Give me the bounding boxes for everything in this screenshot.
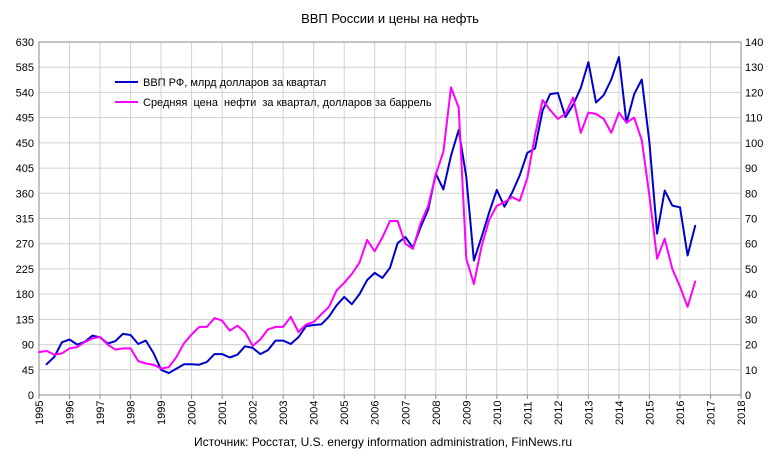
x-axis-tick-label: 1997 [95, 401, 107, 425]
right-axis-tick-label: 100 [745, 138, 763, 150]
left-axis-tick-label: 270 [16, 239, 34, 251]
x-axis-tick-label: 2010 [492, 401, 504, 425]
right-axis-tick-label: 120 [745, 87, 763, 99]
x-axis-tick-label: 2003 [278, 401, 290, 425]
x-axis-tick-label: 2006 [370, 401, 382, 425]
right-axis-tick-label: 90 [745, 163, 757, 175]
series-line-oil [38, 86, 697, 370]
x-axis-tick-label: 2008 [431, 401, 443, 425]
x-axis-tick-label: 2016 [675, 401, 687, 425]
chart-title: ВВП России и цены на нефть [301, 11, 479, 26]
x-axis-tick-label: 2011 [522, 401, 534, 425]
x-axis-tick-label: 2004 [309, 401, 321, 425]
series-layer [38, 56, 697, 375]
left-axis-tick-label: 540 [16, 87, 34, 99]
right-axis-tick-label: 10 [745, 365, 757, 377]
x-axis-tick-label: 2001 [217, 401, 229, 425]
left-axis-tick-label: 315 [16, 214, 34, 226]
legend-label-oil: Средняя цена нефти за квартал, долларов … [143, 97, 432, 109]
left-axis-tick-label: 495 [16, 113, 34, 125]
x-axis-tick-label: 2012 [553, 401, 565, 425]
left-axis-tick-label: 90 [22, 340, 34, 352]
x-axis-tick-label: 1998 [126, 401, 138, 425]
x-axis-tick-label: 2002 [248, 401, 260, 425]
right-axis-tick-label: 40 [745, 289, 757, 301]
left-axis-tick-label: 630 [16, 37, 34, 49]
legend-label-gdp: ВВП РФ, млрд долларов за квартал [143, 77, 326, 89]
right-axis-tick-label: 80 [745, 188, 757, 200]
source-note: Источник: Росстат, U.S. energy informati… [194, 435, 572, 449]
right-axis-tick-label: 20 [745, 340, 757, 352]
right-axis-tick-label: 50 [745, 264, 757, 276]
x-axis-tick-label: 2007 [400, 401, 412, 425]
right-axis-ticks: 0 10 20 30 40 50 60 70 80 90 100 110 120 130 140 [745, 37, 763, 402]
left-axis-tick-label: 585 [16, 62, 34, 74]
left-axis-tick-label: 180 [16, 289, 34, 301]
left-axis-tick-label: 135 [16, 314, 34, 326]
left-axis-tick-label: 360 [16, 188, 34, 200]
x-axis-tick-label: 2013 [583, 401, 595, 425]
left-axis-tick-label: 45 [22, 365, 34, 377]
left-axis-tick-label: 225 [16, 264, 34, 276]
right-axis-tick-label: 140 [745, 37, 763, 49]
grid [39, 42, 741, 395]
right-axis-tick-label: 30 [745, 314, 757, 326]
x-axis-tick-label: 2014 [614, 401, 626, 425]
x-axis-tick-label: 1995 [34, 401, 46, 425]
series-line-gdp [45, 56, 697, 375]
plot-area-border [38, 41, 742, 396]
legend: ВВП РФ, млрд долларов за квартал Средняя… [115, 77, 432, 109]
right-axis-tick-label: 70 [745, 214, 757, 226]
left-axis-tick-label: 0 [28, 390, 34, 402]
left-axis-ticks: 0 45 90 135 180 225 270 315 360 405 450 495 540 585 63… [16, 37, 34, 402]
x-axis-tick-label: 2018 [736, 401, 748, 425]
left-axis-tick-label: 450 [16, 138, 34, 150]
x-axis-tick-label: 1999 [156, 401, 168, 425]
x-axis-tick-label: 2009 [461, 401, 473, 425]
right-axis-tick-label: 60 [745, 239, 757, 251]
x-axis-tick-label: 1996 [65, 401, 77, 425]
x-axis-tick-label: 2005 [339, 401, 351, 425]
right-axis-tick-label: 130 [745, 62, 763, 74]
x-axis-tick-label: 2017 [705, 401, 717, 425]
x-axis-ticks: 1995 1996 1997 1998 1999 2000 2001 2002 2003 2004… [34, 395, 748, 425]
x-axis-tick-label: 2015 [644, 401, 656, 425]
right-axis-tick-label: 0 [745, 390, 751, 402]
right-axis-tick-label: 110 [745, 113, 763, 125]
left-axis-tick-label: 405 [16, 163, 34, 175]
x-axis-tick-label: 2000 [187, 401, 199, 425]
